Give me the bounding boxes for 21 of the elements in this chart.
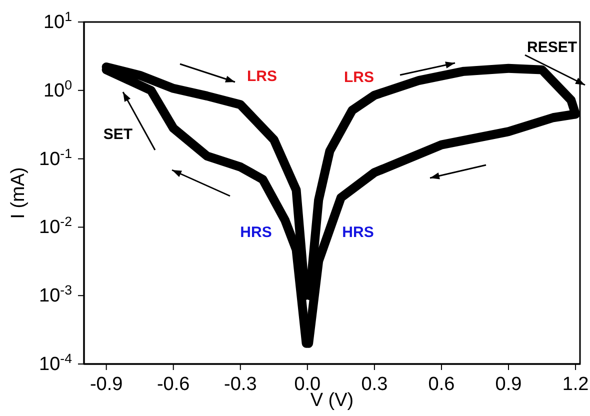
x-tick-label: -0.6 bbox=[156, 374, 190, 395]
x-tick-label: -0.3 bbox=[224, 374, 257, 395]
x-tick-label: 0.6 bbox=[428, 374, 455, 395]
y-axis-title: I (mA) bbox=[8, 167, 29, 219]
annotation: LRS bbox=[247, 68, 277, 85]
x-tick-label: -0.9 bbox=[90, 374, 123, 395]
y-tick-label: 10$^{1}$ bbox=[43, 8, 72, 33]
annotation: LRS bbox=[344, 69, 374, 86]
annotation: RESET bbox=[526, 39, 578, 56]
annotation: HRS bbox=[240, 224, 272, 241]
y-tick-label: 10$^{-1}$ bbox=[39, 145, 72, 170]
annotation: SET bbox=[103, 126, 133, 143]
y-tick-label: 10$^{-4}$ bbox=[39, 350, 72, 375]
x-axis-title: V (V) bbox=[310, 390, 354, 411]
y-tick-label: 10$^{0}$ bbox=[43, 76, 72, 102]
y-tick-label: 10$^{-3}$ bbox=[39, 282, 72, 307]
x-tick-label: 1.2 bbox=[562, 374, 589, 395]
x-tick-label: 0.3 bbox=[361, 374, 388, 395]
x-tick-label: 0.9 bbox=[495, 374, 522, 395]
y-tick-label: 10$^{-2}$ bbox=[39, 214, 72, 238]
annotation: HRS bbox=[342, 224, 374, 241]
